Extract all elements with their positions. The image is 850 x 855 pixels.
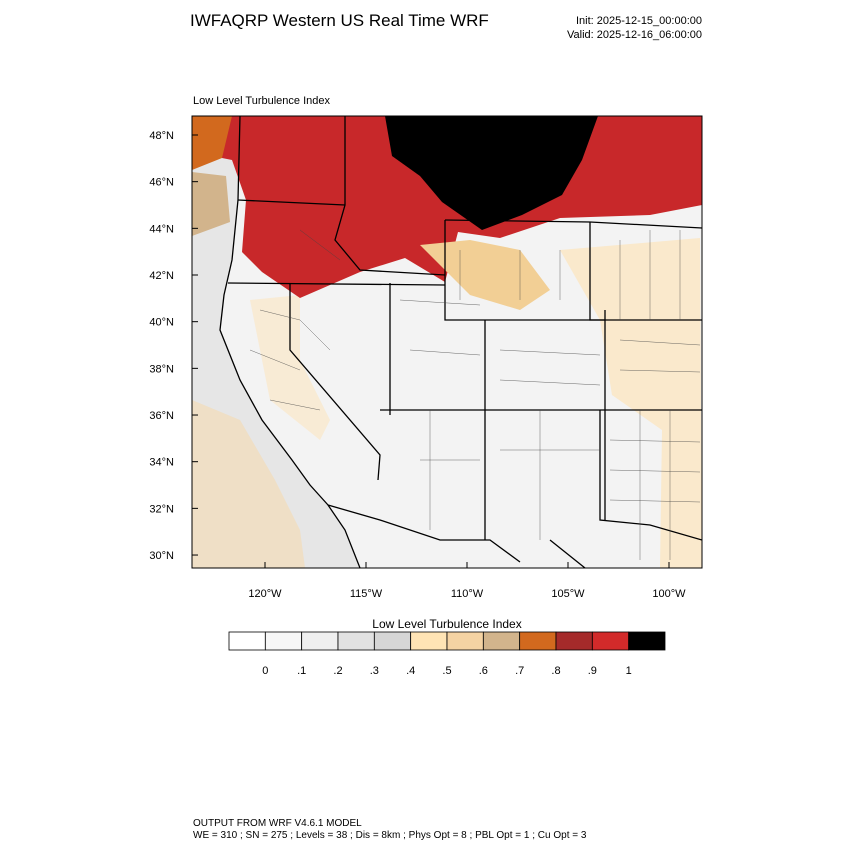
map-axes: 48°N 46°N 44°N 42°N 40°N 38°N 36°N 34°N 32°N 30°N…	[149, 130, 686, 600]
colorbar-box	[628, 631, 666, 651]
county-lines	[249, 229, 701, 560]
lon-label: 105°W	[551, 588, 585, 600]
lat-label: 44°N	[149, 223, 174, 235]
colorbar-box	[301, 631, 339, 651]
colorbar-label: .3	[370, 665, 379, 677]
state-borders	[227, 116, 702, 568]
title: IWFAQRP Western US Real Time WRF	[190, 11, 489, 30]
colorbar-box	[591, 631, 630, 651]
lat-label: 46°N	[149, 177, 174, 189]
wyoming-tint	[420, 240, 550, 310]
map-frame	[191, 115, 703, 569]
lat-label: 30°N	[149, 550, 174, 562]
lon-label: 115°W	[350, 588, 383, 600]
lat-label: 34°N	[149, 457, 174, 469]
colorbar-box	[410, 631, 448, 651]
init-time: Init: 2025-12-15_00:00:00	[576, 15, 702, 27]
orange-area	[192, 116, 232, 170]
colorbar-label: .8	[551, 665, 560, 677]
tan-area	[192, 172, 230, 236]
colorbar-box	[555, 631, 593, 651]
colorbar-box	[228, 631, 266, 651]
colorbar-box	[519, 631, 557, 651]
lat-label: 38°N	[149, 363, 174, 375]
footer-line2: WE = 310 ; SN = 275 ; Levels = 38 ; Dis …	[193, 830, 587, 841]
lat-label: 36°N	[149, 410, 174, 422]
colorbar-label: .4	[406, 665, 415, 677]
colorbar-label: .9	[588, 665, 597, 677]
max-index-area	[385, 116, 598, 230]
colorbar-box	[373, 631, 412, 651]
colorbar-label: 0	[262, 665, 268, 677]
lat-label: 42°N	[149, 270, 174, 282]
colorbar-label: .6	[479, 665, 488, 677]
coastline	[219, 116, 361, 568]
valid-time: Valid: 2025-12-16_06:00:00	[567, 29, 702, 41]
footer-line1: OUTPUT FROM WRF V4.6.1 MODEL	[193, 818, 362, 829]
lon-label: 100°W	[652, 588, 686, 600]
lat-label: 48°N	[149, 130, 174, 142]
colorbar-label: 1	[626, 665, 632, 677]
colorbar-box	[264, 631, 303, 651]
lon-label: 120°W	[248, 588, 282, 600]
colorbar-label: .5	[442, 665, 451, 677]
colorbar: 0 .1 .2 .3 .4 .5 .6 .7 .8 .9 1	[228, 631, 666, 677]
colorbar-label: .1	[297, 665, 306, 677]
california-tint	[250, 295, 330, 440]
colorbar-box	[337, 631, 375, 651]
map-field	[192, 116, 702, 568]
ocean-tint	[192, 400, 305, 568]
lat-label: 40°N	[149, 317, 174, 329]
lon-label: 110°W	[451, 588, 484, 600]
colorbar-label: .2	[333, 665, 342, 677]
lat-label: 32°N	[149, 503, 174, 515]
map-subtitle: Low Level Turbulence Index	[193, 95, 330, 107]
colorbar-box	[446, 631, 484, 651]
colorbar-title: Low Level Turbulence Index	[372, 617, 521, 631]
colorbar-box	[482, 631, 521, 651]
colorbar-label: .7	[515, 665, 524, 677]
